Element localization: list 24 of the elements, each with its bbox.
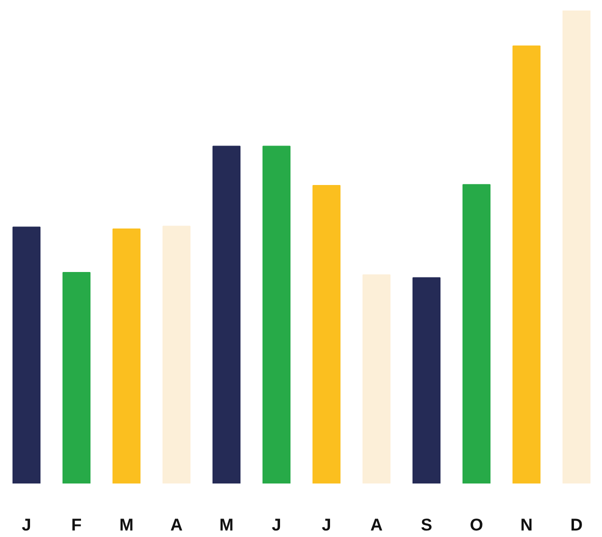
bar [312, 185, 340, 484]
x-tick-label: J [322, 516, 332, 534]
x-tick-label: F [71, 516, 82, 534]
bar [162, 226, 190, 484]
bar [112, 228, 140, 484]
x-tick-label: S [420, 516, 432, 534]
x-tick-label: A [170, 516, 183, 534]
x-tick-label: J [272, 516, 282, 534]
x-tick-label: A [370, 516, 383, 534]
bar [212, 146, 240, 484]
x-tick-label: M [219, 516, 234, 534]
bar [462, 184, 490, 484]
x-tick-label: O [470, 516, 484, 534]
x-tick-label: J [22, 516, 32, 534]
bar [362, 274, 390, 484]
bar [262, 146, 290, 484]
bar [512, 45, 540, 484]
x-tick-label: N [520, 516, 533, 534]
bar [12, 226, 40, 484]
bar [562, 10, 590, 484]
x-tick-label: M [119, 516, 134, 534]
bar [412, 277, 440, 484]
bar [62, 272, 90, 484]
x-tick-label: D [570, 516, 583, 534]
